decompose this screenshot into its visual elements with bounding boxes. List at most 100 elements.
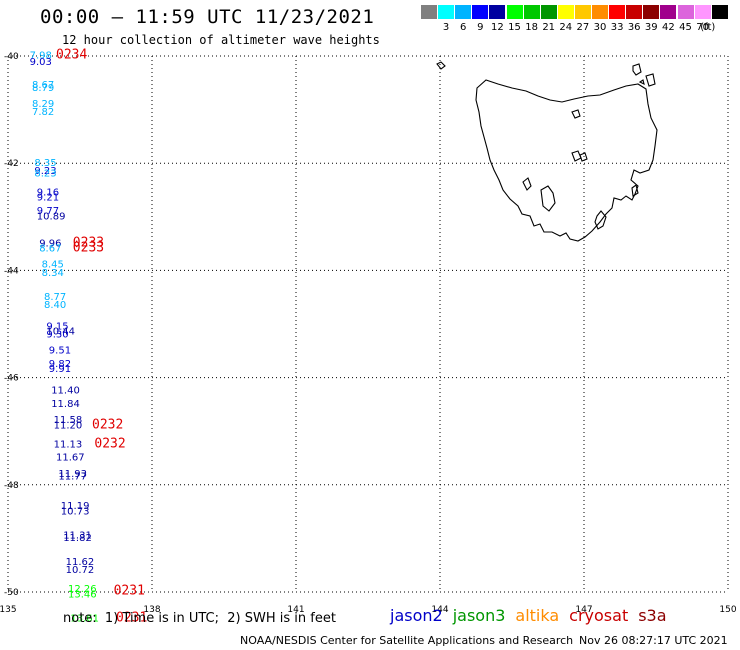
legend-swatch xyxy=(609,5,626,19)
legend-swatch xyxy=(694,5,711,19)
lat-label: -42 xyxy=(4,159,19,169)
wave-height-value: 9.51 xyxy=(49,345,71,356)
wave-height-value: 9.16 xyxy=(37,187,59,198)
wave-height-value: 10.44 xyxy=(46,327,75,338)
wave-height-value: 11.13 xyxy=(54,439,83,450)
wave-height-value: 7.98 xyxy=(30,51,52,62)
credit-line: NOAA/NESDIS Center for Satellite Applica… xyxy=(240,634,574,647)
pass-time-label: 0232 xyxy=(94,436,125,451)
pass-time-label: 0231 xyxy=(116,610,147,625)
wave-height-value: 11.31 xyxy=(63,530,92,541)
lat-label: -40 xyxy=(4,52,19,62)
wave-height-value: 9.03 xyxy=(30,57,52,68)
legend-swatch xyxy=(677,5,694,19)
pass-time-label: 0233 xyxy=(73,241,104,256)
lake-5 xyxy=(571,109,581,119)
legend-swatch xyxy=(540,5,557,19)
legend-swatch xyxy=(592,5,608,19)
tasmania-mainland-outline xyxy=(475,79,658,242)
wave-height-value: 10.72 xyxy=(66,565,95,576)
wave-height-value: 9.21 xyxy=(37,193,59,204)
legend-swatch xyxy=(523,5,540,19)
legend-label: 39 xyxy=(644,22,658,33)
lon-label: 138 xyxy=(143,605,160,615)
legend-label: 24 xyxy=(559,22,573,33)
wave-height-value: 9.23 xyxy=(34,166,56,177)
wave-height-value: 11.19 xyxy=(61,501,90,512)
legend-label: 3 xyxy=(442,22,450,33)
wave-height-value: 8.23 xyxy=(34,169,56,180)
legend-label: 21 xyxy=(542,22,556,33)
pass-time-label: 0233 xyxy=(73,235,104,250)
legend-swatch xyxy=(643,5,660,19)
legend-label: 12 xyxy=(491,22,504,33)
wave-height-value: 8.67 xyxy=(32,80,54,91)
wave-height-value: 8.67 xyxy=(39,244,61,255)
satellite-cryosat: cryosat xyxy=(569,606,629,625)
lon-label: 141 xyxy=(287,605,304,615)
legend-swatch xyxy=(711,5,728,19)
furneaux-island-1 xyxy=(632,63,642,76)
legend-unit: (ft) xyxy=(700,22,716,33)
wave-height-value: 9.77 xyxy=(37,206,59,217)
tasmania-coastline xyxy=(436,61,658,242)
legend-swatch xyxy=(455,5,472,19)
axis-labels: 135 138 141 144 147 150 -40 -42 -44 -46 -48 -50 xyxy=(0,52,737,615)
satellite-altika: altika xyxy=(515,606,560,625)
pass-time-label: 0234 xyxy=(56,48,87,63)
map-subtitle: 12 hour collection of altimeter wave hei… xyxy=(62,33,380,47)
lat-label: -50 xyxy=(4,588,19,598)
legend-label: 42 xyxy=(662,22,675,33)
wave-height-value: 8.79 xyxy=(32,83,54,94)
wave-height-value: 8.34 xyxy=(42,268,64,279)
lat-label: -46 xyxy=(4,374,19,384)
wave-height-value: 11.67 xyxy=(56,453,85,464)
wave-height-value: 11.84 xyxy=(51,399,80,410)
wave-height-value: 12.26 xyxy=(68,584,97,595)
legend-swatch xyxy=(660,5,677,19)
wave-height-value: 9.82 xyxy=(49,359,71,370)
lat-label: -44 xyxy=(4,266,19,276)
wave-height-value: 11.82 xyxy=(63,533,92,544)
wave-height-value: 8.40 xyxy=(44,300,66,311)
satellite-legend: jason2 jason3 altika cryosat s3a xyxy=(390,606,677,625)
lake-2 xyxy=(571,150,582,162)
lon-label: 144 xyxy=(431,605,448,615)
satellite-jason2: jason2 xyxy=(390,606,443,625)
wave-height-value: 11.20 xyxy=(54,421,83,432)
map-title: 00:00 – 11:59 UTC 11/23/2021 xyxy=(40,6,375,28)
furneaux-island-2 xyxy=(645,73,656,87)
wave-height-value: 9.15 xyxy=(46,321,68,332)
wave-height-value: 10.89 xyxy=(37,211,66,222)
satellite-jason3: jason3 xyxy=(452,606,506,625)
bruny-island xyxy=(594,210,607,230)
legend-label: 36 xyxy=(627,22,641,33)
lat-label: -48 xyxy=(4,481,19,491)
wave-height-value: 11.58 xyxy=(54,415,83,426)
graticule-grid xyxy=(7,55,729,593)
lake-4 xyxy=(522,177,532,191)
legend-swatch xyxy=(506,5,523,19)
lon-label: 150 xyxy=(719,605,736,615)
legend-label: 45 xyxy=(679,22,692,33)
wave-height-value: 10.73 xyxy=(61,506,90,517)
satellite-s3a: s3a xyxy=(638,606,667,625)
lake-1 xyxy=(540,185,556,212)
wave-height-value: 11.62 xyxy=(66,557,95,568)
legend-label: 30 xyxy=(593,22,607,33)
legend-swatch xyxy=(472,5,489,19)
legend-label: 9 xyxy=(477,22,484,33)
king-island xyxy=(436,61,446,70)
wave-height-value: 9.91 xyxy=(49,364,71,375)
pass-time-label: 0232 xyxy=(92,418,123,433)
legend-label: 33 xyxy=(610,22,624,33)
units-note: note: 1) Time is in UTC; 2) SWH is in fe… xyxy=(63,611,336,626)
wave-height-value: 13.61 xyxy=(70,613,99,624)
wave-height-value: 9.30 xyxy=(46,329,68,340)
wave-height-value: 9.96 xyxy=(39,238,61,249)
observation-points: 7.989.038.678.798.297.828.359.238.239.16… xyxy=(30,51,99,625)
legend-label: 6 xyxy=(460,22,467,33)
lon-label: 147 xyxy=(575,605,592,615)
